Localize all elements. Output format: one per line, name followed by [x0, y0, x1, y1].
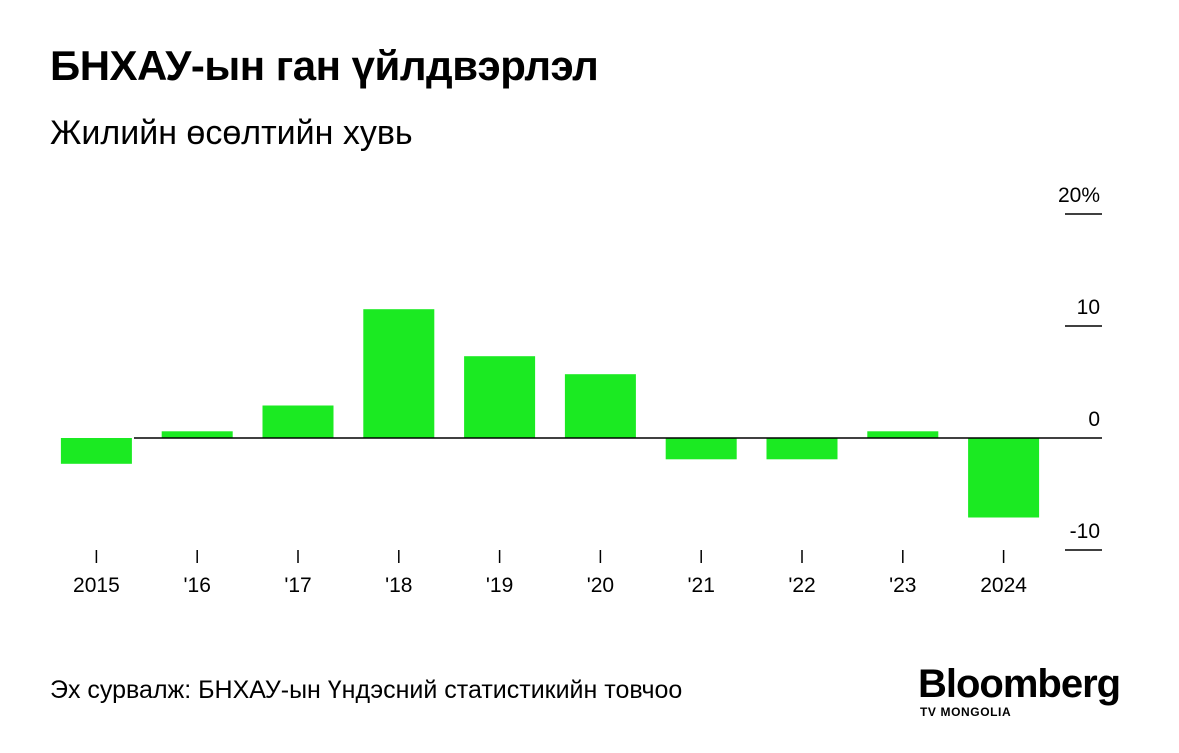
x-tick-label-1: '16: [184, 574, 211, 597]
logo-wordmark: Bloomberg: [918, 662, 1121, 706]
source-note: Эх сурвалж: БНХАУ-ын Үндэсний статистики…: [50, 676, 683, 704]
y-tick-label-3: 20%: [1058, 184, 1100, 207]
bar-5: [564, 374, 636, 438]
x-axis: 2015 '16 '17 '18 '19 '20 '21 '22 '23 2024: [73, 550, 1027, 597]
bar-2: [262, 405, 334, 438]
bars-group: [60, 309, 1040, 518]
x-tick-label-8: '23: [889, 574, 916, 597]
bar-4: [464, 356, 536, 438]
x-tick-label-7: '22: [788, 574, 815, 597]
bar-0: [60, 438, 132, 464]
x-tick-label-0: 2015: [73, 574, 120, 597]
chart-title: БНХАУ-ын ган үйлдвэрлэл: [50, 42, 599, 89]
y-axis: -10 0 10 20%: [1058, 184, 1102, 551]
x-tick-label-6: '21: [688, 574, 715, 597]
x-tick-label-3: '18: [385, 574, 412, 597]
logo-subtitle: TV MONGOLIA: [920, 705, 1012, 719]
bar-7: [766, 438, 838, 460]
y-tick-label-2: 10: [1077, 296, 1100, 319]
x-tick-label-4: '19: [486, 574, 513, 597]
x-tick-label-9: 2024: [980, 574, 1027, 597]
bar-8: [867, 431, 939, 438]
bar-1: [161, 431, 233, 438]
bar-9: [968, 438, 1040, 518]
x-tick-label-2: '17: [284, 574, 311, 597]
chart-subtitle: Жилийн өсөлтийн хувь: [50, 114, 413, 152]
bar-3: [363, 309, 435, 438]
bloomberg-logo: Bloomberg TV MONGOLIA: [918, 664, 1133, 720]
bar-6: [665, 438, 737, 460]
x-tick-label-5: '20: [587, 574, 614, 597]
y-tick-label-1: 0: [1088, 408, 1100, 431]
y-tick-label-0: -10: [1070, 520, 1100, 543]
